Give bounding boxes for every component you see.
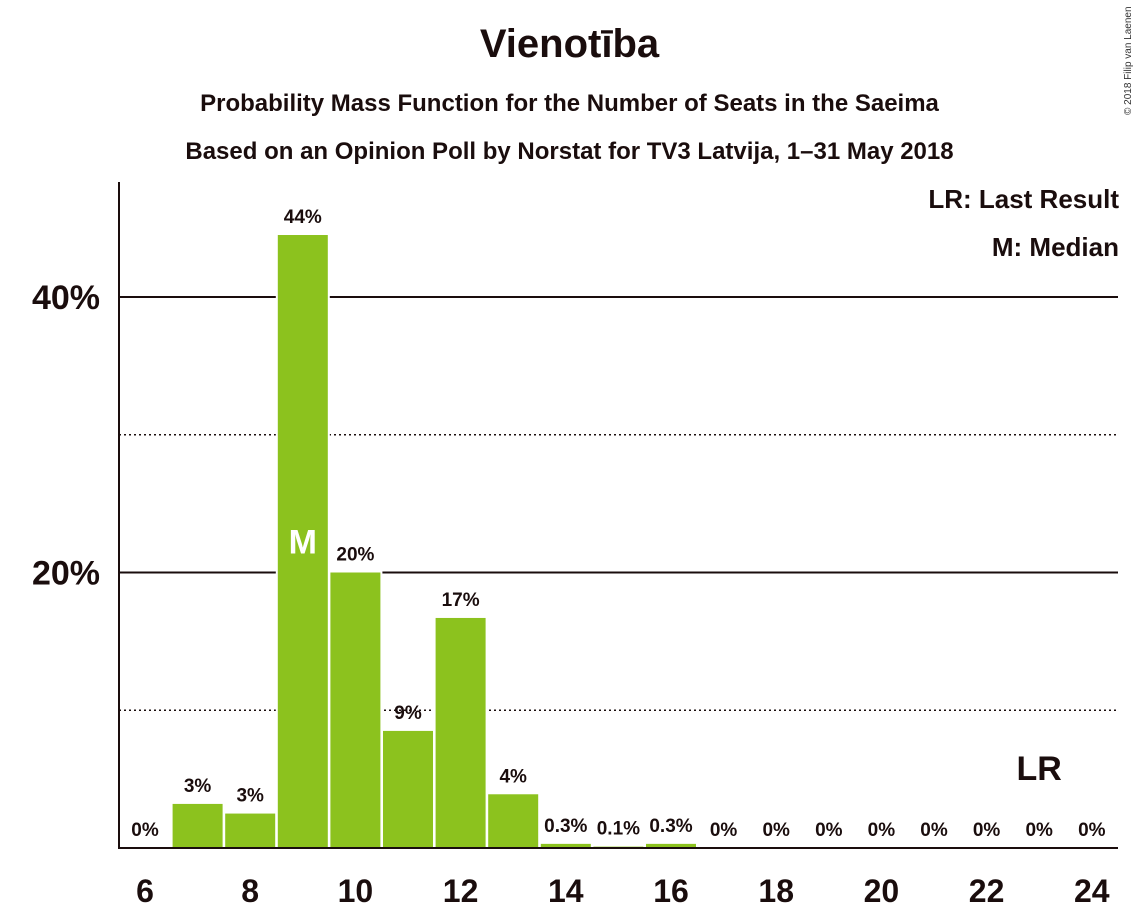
x-tick-label: 14	[548, 873, 584, 909]
data-label: 0%	[1078, 820, 1106, 841]
bar	[225, 813, 276, 848]
x-tick-label: 6	[136, 873, 154, 909]
data-label: 3%	[184, 776, 212, 797]
data-label: 44%	[284, 207, 322, 228]
data-label: 0%	[131, 820, 159, 841]
data-label: 0%	[762, 820, 790, 841]
median-marker: M	[289, 524, 317, 562]
chart-title: Vienotība	[479, 22, 660, 66]
bar	[277, 235, 328, 848]
bar	[488, 794, 539, 848]
bar-halo	[591, 844, 646, 848]
chart-subtitle-poll: Based on an Opinion Poll by Norstat for …	[185, 138, 954, 165]
data-label: 0.1%	[597, 819, 640, 840]
x-tick-label: 16	[653, 873, 689, 909]
x-tick-label: 8	[241, 873, 259, 909]
data-label: 0%	[710, 820, 738, 841]
x-tick-label: 20	[864, 873, 900, 909]
x-tick-label: 24	[1074, 873, 1110, 909]
bar	[172, 803, 223, 848]
data-label: 0%	[1025, 820, 1053, 841]
last-result-marker: LR	[1017, 750, 1062, 788]
x-tick-label: 18	[758, 873, 794, 909]
data-label: 0%	[815, 820, 843, 841]
legend-last-result: LR: Last Result	[928, 184, 1119, 214]
data-label: 0%	[920, 820, 948, 841]
x-tick-label: 22	[969, 873, 1005, 909]
chart-subtitle: Probability Mass Function for the Number…	[200, 90, 939, 117]
y-tick-label: 40%	[32, 279, 100, 317]
data-label: 0%	[868, 820, 896, 841]
bar	[646, 843, 696, 848]
data-label: 4%	[499, 766, 527, 787]
y-tick-label: 20%	[32, 555, 100, 593]
legend-median: M: Median	[991, 232, 1119, 262]
data-label: 3%	[236, 786, 264, 807]
bar	[383, 730, 433, 848]
data-label: 17%	[442, 590, 480, 611]
x-tick-label: 10	[338, 873, 374, 909]
bar	[540, 843, 591, 848]
data-label: 0.3%	[649, 816, 692, 837]
x-tick-label: 12	[443, 873, 479, 909]
bar	[435, 617, 486, 848]
bar	[330, 572, 381, 848]
data-label: 9%	[394, 703, 422, 724]
data-label: 20%	[336, 545, 374, 566]
data-label: 0%	[973, 820, 1001, 841]
data-label: 0.3%	[544, 816, 587, 837]
